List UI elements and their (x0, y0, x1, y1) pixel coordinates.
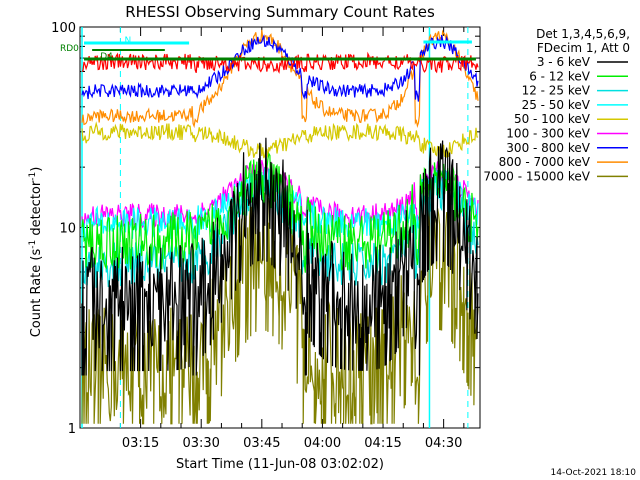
legend-entry-label: 800 - 7000 keV (499, 155, 591, 169)
x-axis-label: Start Time (11-Jun-08 03:02:02) (176, 457, 384, 472)
x-tick-label: 04:15 (364, 436, 401, 451)
series-line-red (81, 51, 479, 74)
legend-entry-label: 7000 - 15000 keV (483, 169, 590, 183)
y-axis-label-sup2: -1 (28, 172, 38, 181)
x-tick-label: 03:15 (122, 436, 159, 451)
chart-title: RHESSI Observing Summary Count Rates (125, 3, 435, 21)
series-line (81, 34, 479, 102)
flag-annotation: D4 (100, 52, 113, 62)
y-tick-label: 100 (51, 21, 76, 36)
y-tick-label: 1 (68, 422, 76, 437)
plot-area: 1 10 100 03:15 03:30 03:45 04:00 04:15 04:30 RD0 N… (51, 21, 481, 451)
legend-entry-label: 300 - 800 keV (506, 141, 590, 155)
flag-annotation: RD0 (60, 44, 79, 54)
legend-entry-label: 3 - 6 keV (537, 55, 591, 69)
legend-entry-label: 25 - 50 keV (522, 98, 591, 112)
legend-header-2: FDecim 1, Att 0 (537, 41, 630, 55)
y-axis-label-sup: -1 (28, 240, 38, 249)
y-axis-label: Count Rate (s-1 detector-1) (28, 167, 44, 338)
y-tick-label: 10 (59, 222, 76, 237)
series-line (81, 137, 479, 376)
x-tick-label: 04:00 (304, 436, 341, 451)
flag-annotation: N (124, 36, 131, 46)
y-axis-label-tail: detector (29, 180, 44, 240)
series-line (81, 29, 479, 129)
legend-entry-label: 12 - 25 keV (522, 84, 591, 98)
x-tick-label: 03:30 (182, 436, 219, 451)
footer-timestamp: 14-Oct-2021 18:10 (551, 468, 637, 478)
legend-entry-label: 6 - 12 keV (529, 69, 591, 83)
y-axis-label-main: Count Rate (s (29, 249, 44, 338)
legend-entry-label: 50 - 100 keV (514, 112, 591, 126)
x-tick-label: 03:45 (243, 436, 280, 451)
legend-entry-label: 100 - 300 keV (506, 127, 590, 141)
series-line (81, 121, 479, 159)
y-axis-label-close: ) (29, 167, 44, 172)
legend-header-1: Det 1,3,4,5,6,9, (536, 27, 630, 41)
x-tick-label: 04:30 (425, 436, 462, 451)
